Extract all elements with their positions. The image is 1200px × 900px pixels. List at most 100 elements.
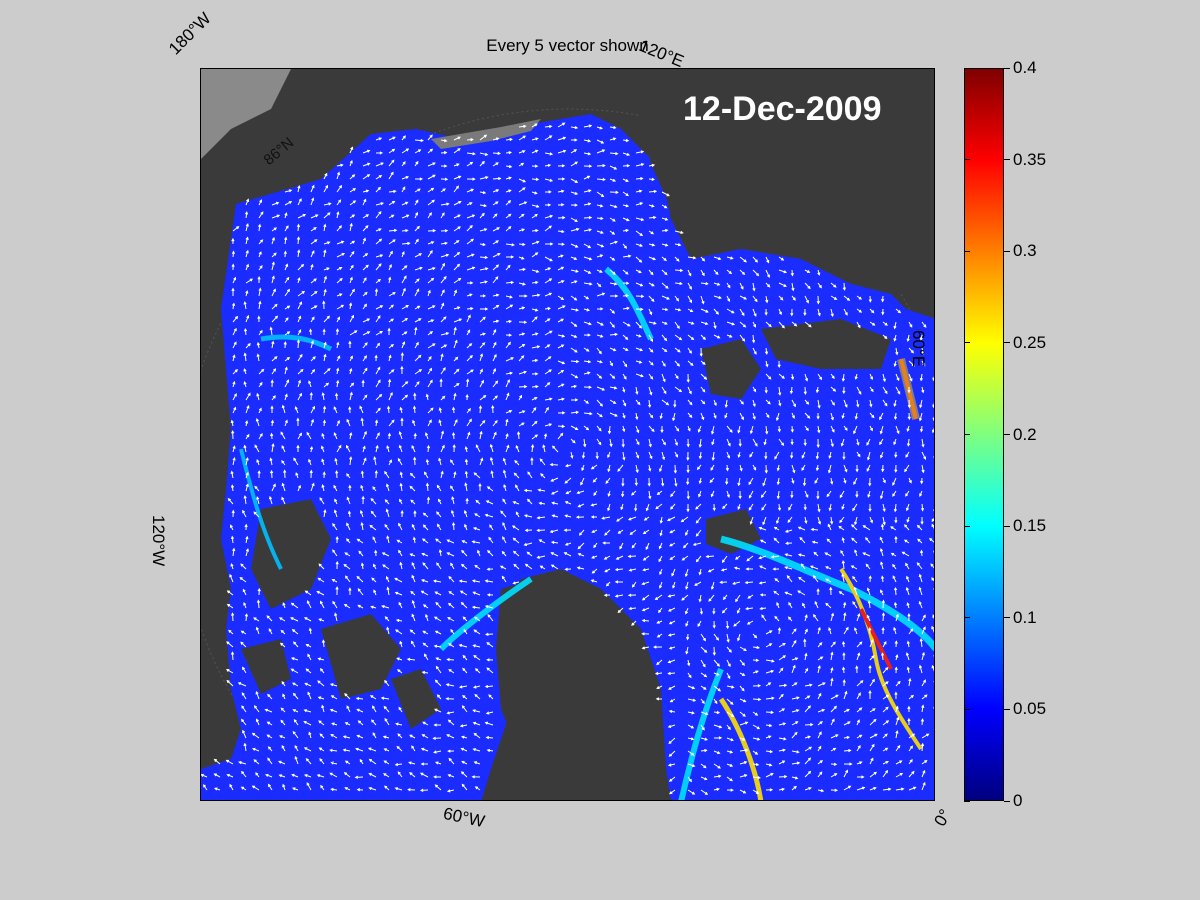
colorbar-tick [1004, 617, 1010, 619]
vector-arrow [310, 214, 319, 219]
vector-arrow [791, 709, 800, 713]
vector-arrow [490, 470, 494, 479]
vector-arrow [388, 318, 395, 323]
vector-arrow [310, 184, 315, 193]
vector-arrow [348, 587, 352, 596]
vector-arrow [544, 369, 552, 375]
vector-arrow [323, 509, 327, 518]
vector-arrow [931, 523, 934, 530]
vector-arrow [570, 149, 578, 154]
vector-arrow [765, 750, 774, 754]
vector-arrow [648, 438, 652, 448]
vector-arrow [466, 224, 473, 232]
vector-arrow [790, 438, 794, 446]
vector-arrow [668, 620, 676, 625]
vector-arrow [271, 356, 278, 362]
vector-arrow [410, 499, 416, 505]
vector-arrow [817, 425, 821, 434]
vector-arrow [388, 419, 395, 427]
vector-arrow [362, 214, 370, 219]
vector-arrow [294, 755, 299, 765]
vector-arrow [292, 787, 299, 791]
colorbar-tick [964, 800, 970, 802]
vector-arrow [435, 538, 442, 544]
vector-arrow [603, 593, 611, 597]
vector-arrow [512, 501, 520, 505]
vector-arrow [609, 438, 613, 448]
vector-arrow [712, 503, 716, 512]
vector-arrow [932, 402, 934, 409]
vector-arrow [791, 776, 799, 780]
vector-arrow [281, 496, 286, 505]
vector-arrow [722, 503, 728, 510]
vector-arrow [583, 371, 591, 375]
vector-arrow [893, 360, 897, 368]
vector-arrow [436, 511, 442, 518]
vector-arrow [700, 789, 709, 795]
vector-arrow [257, 275, 261, 284]
vector-arrow [531, 434, 539, 440]
vector-arrow [239, 576, 247, 583]
vector-arrow [593, 490, 598, 496]
vector-arrow [316, 590, 325, 596]
vector-arrow [773, 526, 780, 531]
vector-arrow [908, 694, 914, 700]
vector-arrow [700, 282, 709, 286]
vector-arrow [697, 425, 702, 433]
vector-arrow [440, 289, 445, 297]
vector-arrow [797, 526, 806, 531]
vector-arrow [641, 581, 650, 586]
vector-arrow [375, 186, 381, 193]
vector-arrow [460, 735, 468, 739]
vector-arrow [253, 759, 260, 765]
vector-arrow [882, 386, 888, 395]
vector-arrow [713, 763, 721, 769]
vector-arrow [466, 202, 473, 206]
vector-arrow [505, 243, 515, 247]
vector-arrow [698, 477, 702, 485]
vector-arrow [726, 308, 735, 314]
vector-arrow [907, 399, 911, 409]
vector-arrow [830, 386, 837, 392]
vector-arrow [708, 594, 715, 602]
vector-arrow [450, 509, 455, 518]
vector-arrow [687, 711, 695, 715]
coastal-fringe [431, 119, 541, 149]
vector-arrow [635, 163, 645, 167]
vector-arrow [570, 203, 578, 207]
vector-arrow [360, 521, 364, 531]
vector-arrow [825, 578, 832, 583]
vector-arrow [905, 652, 910, 661]
vector-arrow [726, 724, 731, 731]
vector-arrow [830, 438, 834, 448]
vector-arrow [605, 477, 611, 485]
vector-arrow [321, 432, 325, 440]
vector-arrow [453, 163, 460, 167]
vector-arrow [881, 626, 885, 635]
vector-arrow [323, 249, 327, 258]
vector-arrow [557, 305, 566, 310]
vector-arrow [349, 391, 353, 401]
vector-arrow [531, 332, 539, 336]
vector-arrow [856, 438, 860, 446]
vector-arrow [361, 379, 365, 388]
vector-arrow [231, 237, 235, 245]
vector-arrow [856, 399, 860, 408]
vector-arrow [895, 705, 899, 713]
vector-arrow [635, 399, 641, 406]
vector-arrow [609, 399, 617, 404]
vector-arrow [466, 152, 476, 156]
vector-arrow [336, 379, 340, 388]
vector-arrow [451, 521, 456, 531]
vector-arrow [492, 176, 502, 181]
vector-arrow [778, 269, 788, 274]
vector-arrow [799, 536, 806, 544]
vector-arrow [440, 262, 445, 271]
vector-arrow [256, 459, 260, 466]
vector-arrow [321, 484, 325, 492]
vector-arrow [668, 776, 676, 782]
vector-arrow [344, 760, 351, 765]
vector-arrow [411, 561, 416, 570]
vector-arrow [790, 373, 795, 381]
vector-arrow [776, 490, 780, 500]
